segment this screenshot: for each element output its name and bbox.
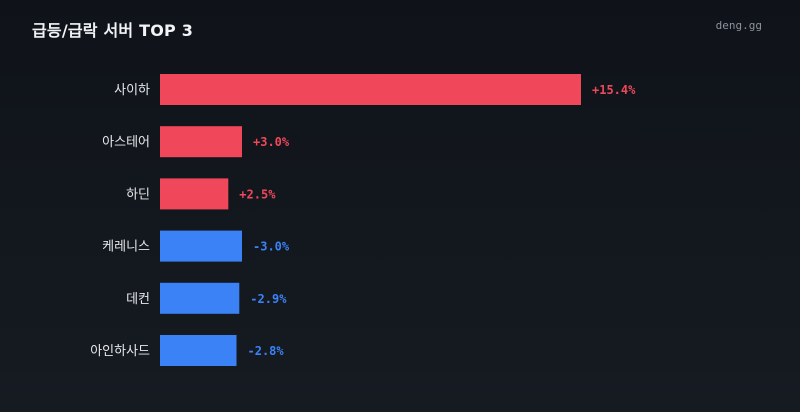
bar	[160, 126, 242, 158]
bar	[160, 282, 240, 314]
chart-title: 급등/급락 서버 TOP 3	[32, 21, 194, 40]
bar	[160, 335, 237, 366]
value-label: +2.5%	[239, 187, 276, 201]
category-label: 사이하	[114, 83, 150, 98]
category-label: 하딘	[126, 187, 150, 202]
brand-watermark: deng.gg	[715, 19, 762, 32]
bar	[160, 230, 242, 262]
value-label: -3.0%	[253, 240, 290, 254]
value-label: +15.4%	[592, 83, 636, 97]
category-label: 데컨	[126, 292, 150, 307]
category-label: 아스테어	[102, 135, 150, 150]
value-label: +3.0%	[253, 135, 290, 149]
value-label: -2.8%	[248, 344, 285, 358]
value-label: -2.9%	[250, 292, 287, 306]
category-label: 아인하사드	[90, 344, 150, 359]
bar	[160, 74, 581, 105]
category-label: 케레니스	[102, 240, 150, 255]
bar	[160, 178, 229, 210]
